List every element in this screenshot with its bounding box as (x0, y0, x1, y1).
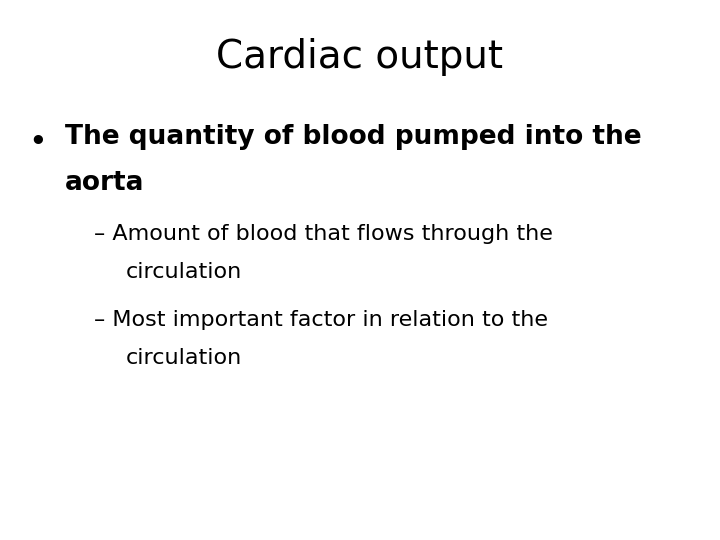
Text: – Amount of blood that flows through the: – Amount of blood that flows through the (94, 224, 552, 244)
Text: aorta: aorta (65, 170, 144, 196)
Text: circulation: circulation (126, 262, 242, 282)
Text: – Most important factor in relation to the: – Most important factor in relation to t… (94, 310, 548, 330)
Text: Cardiac output: Cardiac output (217, 38, 503, 76)
Text: The quantity of blood pumped into the: The quantity of blood pumped into the (65, 124, 642, 150)
Text: •: • (29, 130, 45, 156)
Text: circulation: circulation (126, 348, 242, 368)
